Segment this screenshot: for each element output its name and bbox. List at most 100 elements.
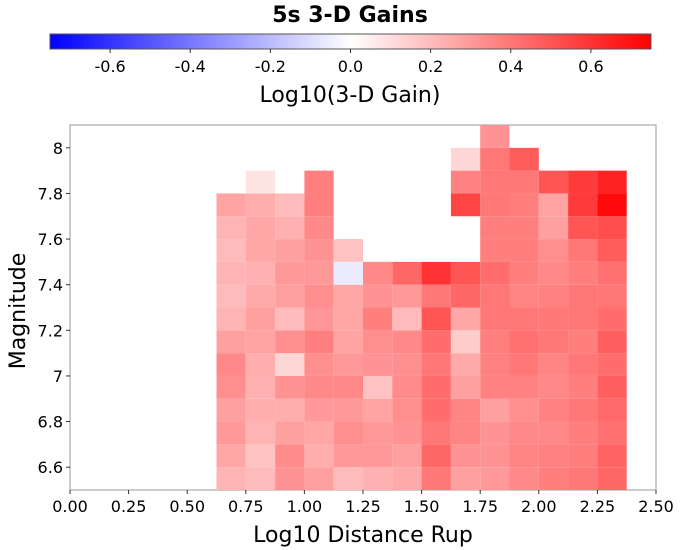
heatmap-cell [216,330,246,354]
x-axis-label: Log10 Distance Rup [253,523,473,548]
heatmap-cell [480,421,510,445]
heatmap-cell [597,193,627,217]
heatmap-cell [597,216,627,240]
heatmap-cell [450,353,481,376]
heatmap-cell [304,261,334,285]
heatmap-cell [275,239,305,262]
heatmap-cell [304,170,334,194]
heatmap-cell [538,467,569,490]
heatmap-cell [245,421,276,445]
heatmap-cell [363,307,393,331]
heatmap-cell [245,375,276,399]
heatmap-cell [245,467,276,490]
heatmap-cell [421,284,451,308]
heatmap-cell [245,261,276,285]
heatmap-cell [245,170,276,194]
heatmap-cell [568,421,598,445]
heatmap-cell [538,193,569,217]
heatmap-cell [333,307,363,331]
heatmap-cell [509,398,539,422]
heatmap-cell [392,467,422,490]
y-tick-label: 7.2 [38,321,63,340]
heatmap-cell [304,375,334,399]
heatmap-cell [597,170,627,194]
heatmap-cell [597,307,627,331]
x-tick-label: 1.00 [287,497,323,516]
heatmap-cell [304,467,334,490]
heatmap-cell [304,444,334,468]
y-tick-label: 7.8 [38,184,63,203]
heatmap-cell [275,261,305,285]
heatmap-cell [538,261,569,285]
heatmap-cell [538,375,569,399]
heatmap-cell [333,261,363,285]
heatmap-cell [363,284,393,308]
heatmap-cell [216,307,246,331]
heatmap-cell [538,444,569,468]
y-tick-label: 7.4 [38,276,63,295]
heatmap-cell [421,330,451,354]
heatmap-cell [245,398,276,422]
heatmap-cell [480,170,510,194]
heatmap-cell [568,307,598,331]
heatmap-cell [216,444,246,468]
heatmap-cell [421,398,451,422]
heatmap-cell [304,421,334,445]
heatmap-cell [538,421,569,445]
colorbar-tick-label: 0.0 [338,57,363,76]
x-tick-label: 1.25 [345,497,381,516]
heatmap-cell [363,421,393,445]
heatmap-cell [333,330,363,354]
heatmap-cell [275,398,305,422]
x-tick-label: 0.00 [52,497,88,516]
heatmap-cell [363,444,393,468]
heatmap-cell [568,353,598,376]
heatmap-cell [450,467,481,490]
heatmap-cell [450,398,481,422]
x-tick-label: 0.25 [111,497,147,516]
heatmap-cell [216,284,246,308]
heatmap-cell [216,216,246,240]
heatmap-cell [509,375,539,399]
y-tick-label: 7.6 [38,230,63,249]
heatmap-cell [245,330,276,354]
heatmap-cell [538,398,569,422]
y-axis-label: Magnitude [6,253,31,370]
heatmap-cell [480,444,510,468]
heatmap-cell [245,353,276,376]
heatmap-cell [216,193,246,217]
heatmap-cell [509,307,539,331]
heatmap-cell [568,193,598,217]
heatmap-cell [480,398,510,422]
heatmap-cell [304,239,334,262]
heatmap-cell [450,261,481,285]
heatmap-cell [363,353,393,376]
heatmap-cell [597,467,627,490]
heatmap-cell [245,239,276,262]
heatmap-cell [568,216,598,240]
heatmap-cell [216,353,246,376]
heatmap-cell [509,147,539,171]
heatmap-cell [480,307,510,331]
heatmap-cell [568,467,598,490]
heatmap-cell [509,467,539,490]
heatmap-cell [304,353,334,376]
heatmap-cell [480,467,510,490]
heatmap-cell [568,330,598,354]
heatmap-cell [568,170,598,194]
heatmap-cell [275,353,305,376]
x-tick-label: 1.75 [462,497,498,516]
heatmap-cell [480,353,510,376]
x-tick-label: 0.75 [228,497,264,516]
heatmap-cell [421,421,451,445]
x-axis-ticks: 0.00 0.25 0.50 0.75 1.00 1.25 1.50 1.75 2.00 2.25… [52,490,674,516]
heatmap-cell [216,398,246,422]
heatmap-cell [568,284,598,308]
heatmap-cell [538,239,569,262]
colorbar [49,33,652,50]
heatmap-cell [275,330,305,354]
heatmap-cell [363,467,393,490]
heatmap-cell [538,284,569,308]
heatmap-cell [509,353,539,376]
